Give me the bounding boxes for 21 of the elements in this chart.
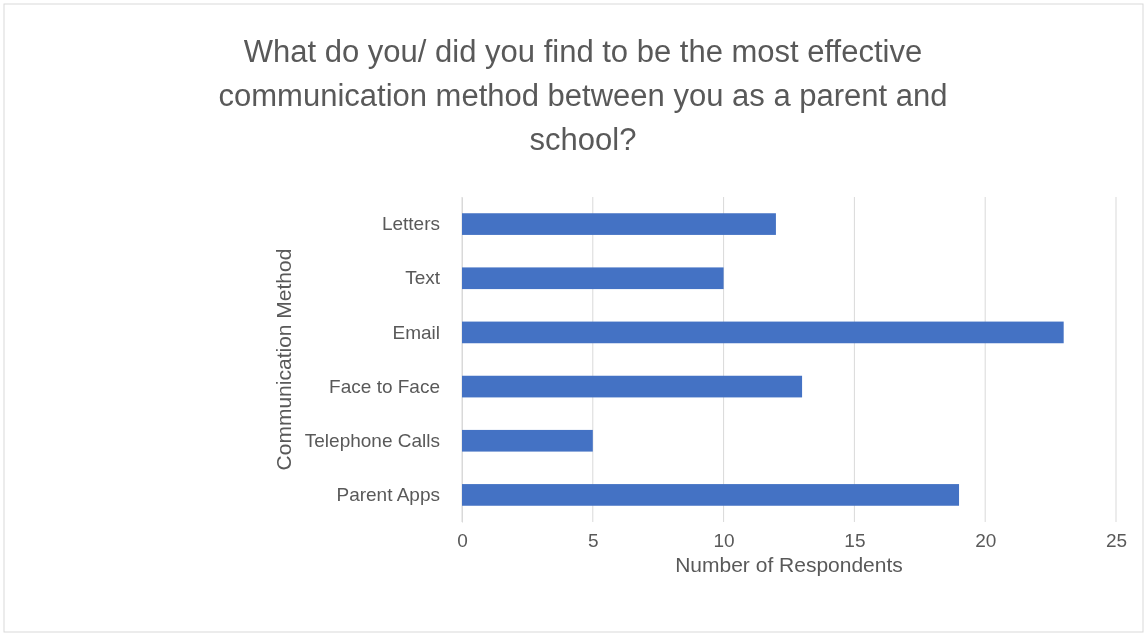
x-tick-label: 20 <box>975 529 997 551</box>
x-tick-label: 10 <box>713 529 735 551</box>
chart-title: What do you/ did you find to be the most effective communication method between you as a parent and school? <box>218 34 948 157</box>
x-axis-title: Number of Respondents <box>675 553 903 576</box>
y-tick-label: Face to Face <box>329 375 440 397</box>
bar <box>462 429 593 452</box>
bar <box>462 484 960 506</box>
y-axis-title: Communication Method <box>271 248 295 471</box>
x-tick-label: 15 <box>844 529 866 551</box>
bar <box>462 267 724 290</box>
bar <box>462 213 776 235</box>
x-tick-label: 0 <box>457 529 468 551</box>
y-tick-label: Parent Apps <box>336 484 440 505</box>
bar <box>462 375 803 398</box>
y-tick-label: Letters <box>381 213 440 235</box>
x-tick-label: 25 <box>1105 529 1128 551</box>
y-tick-label: Telephone Calls <box>304 429 440 451</box>
y-tick-label: Email <box>392 321 440 343</box>
y-tick-label: Text <box>405 267 441 289</box>
bar <box>462 321 1064 344</box>
x-tick-label: 5 <box>588 529 599 551</box>
